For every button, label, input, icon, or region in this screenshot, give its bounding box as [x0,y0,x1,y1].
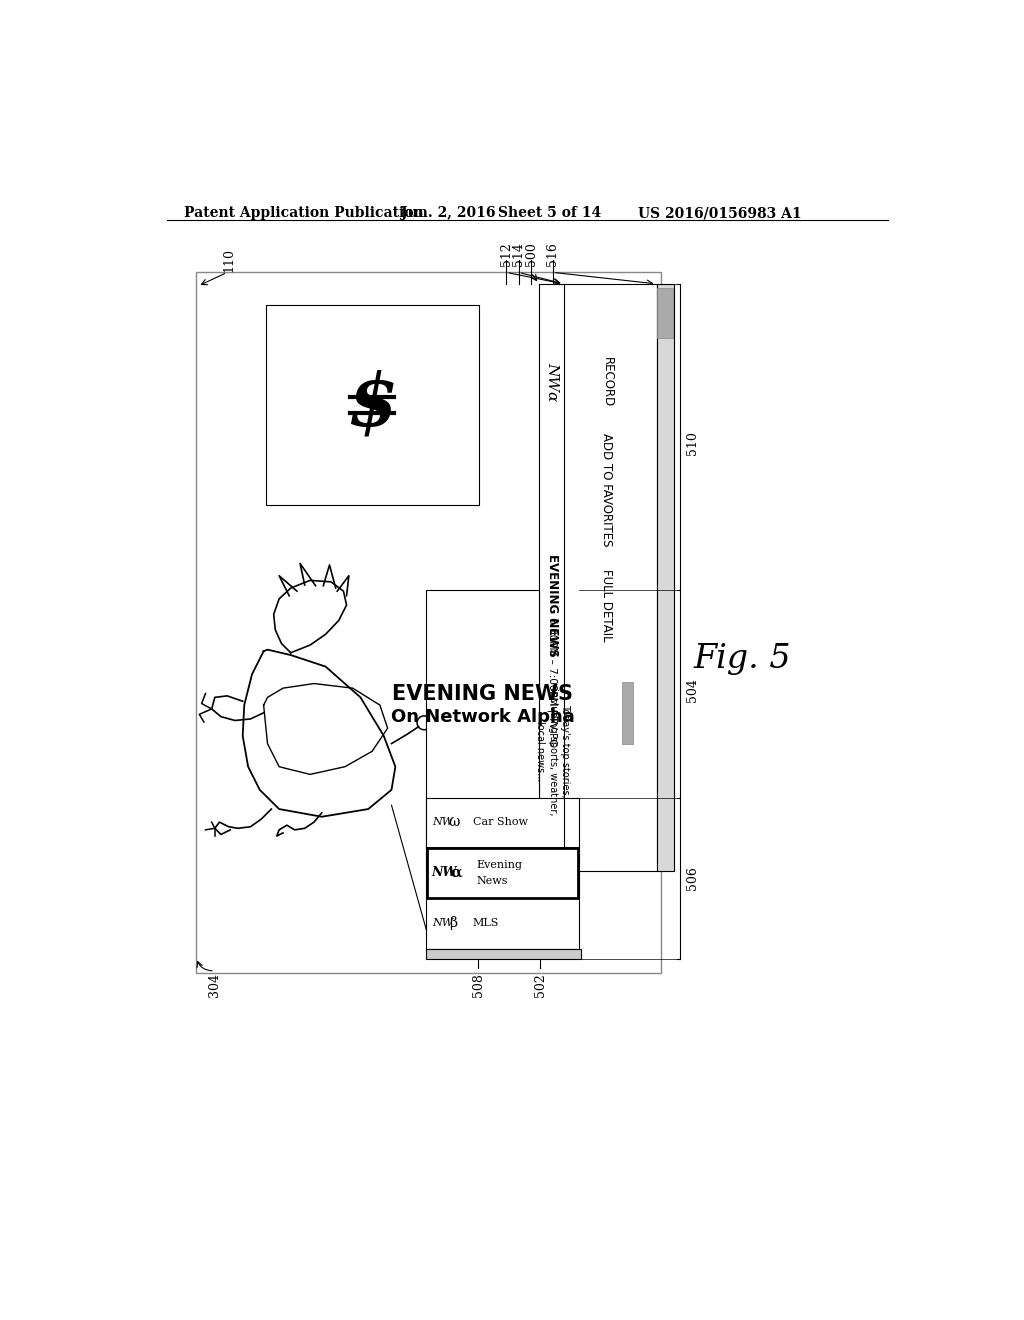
Bar [426,797,579,949]
Text: ADD TO FAVORITES: ADD TO FAVORITES [600,433,613,546]
Text: NW: NW [432,817,453,828]
Text: Car Show: Car Show [473,817,528,828]
Text: Today's top stories,
including sports, weather,
local news...: Today's top stories, including sports, w… [536,688,570,814]
Text: Evening: Evening [477,861,522,870]
Text: 6:00PM – 7:00PM | TV-PG: 6:00PM – 7:00PM | TV-PG [548,618,558,747]
Text: US 2016/0156983 A1: US 2016/0156983 A1 [638,206,802,220]
Text: NWα: NWα [546,362,560,401]
Text: FULL DETAIL: FULL DETAIL [600,569,613,642]
Text: MLS: MLS [473,917,500,928]
Text: 500: 500 [524,243,538,267]
Text: 506: 506 [686,866,699,890]
Text: 304: 304 [208,973,221,997]
Bar [266,305,479,506]
Text: News: News [477,875,508,886]
Text: On Network Alpha: On Network Alpha [391,708,574,726]
Text: EVENING NEWS: EVENING NEWS [392,684,573,704]
Bar [657,288,673,338]
Bar [426,590,539,871]
Bar [427,847,579,898]
Text: ω: ω [449,816,460,829]
Text: Sheet 5 of 14: Sheet 5 of 14 [499,206,602,220]
Text: RECORD: RECORD [600,356,613,407]
Text: 514: 514 [512,243,525,267]
Bar [623,682,633,743]
Text: β: β [449,916,457,931]
Text: Fig. 5: Fig. 5 [693,643,792,675]
Bar [197,272,662,973]
Text: Jun. 2, 2016: Jun. 2, 2016 [400,206,496,220]
Text: 504: 504 [686,677,699,702]
Text: α: α [451,866,462,880]
Text: Patent Application Publication: Patent Application Publication [183,206,424,220]
Text: EVENING NEWS: EVENING NEWS [546,553,559,656]
Text: 508: 508 [472,973,484,997]
Text: 110: 110 [222,248,236,272]
Bar [656,284,674,871]
Text: NW: NW [432,866,457,879]
Text: 510: 510 [686,432,699,455]
Text: 516: 516 [546,243,559,267]
Text: NW: NW [432,917,453,928]
Bar [539,284,656,871]
Text: $: $ [347,370,397,441]
Bar [426,949,582,960]
Text: 502: 502 [534,973,547,997]
Text: 512: 512 [500,243,513,267]
